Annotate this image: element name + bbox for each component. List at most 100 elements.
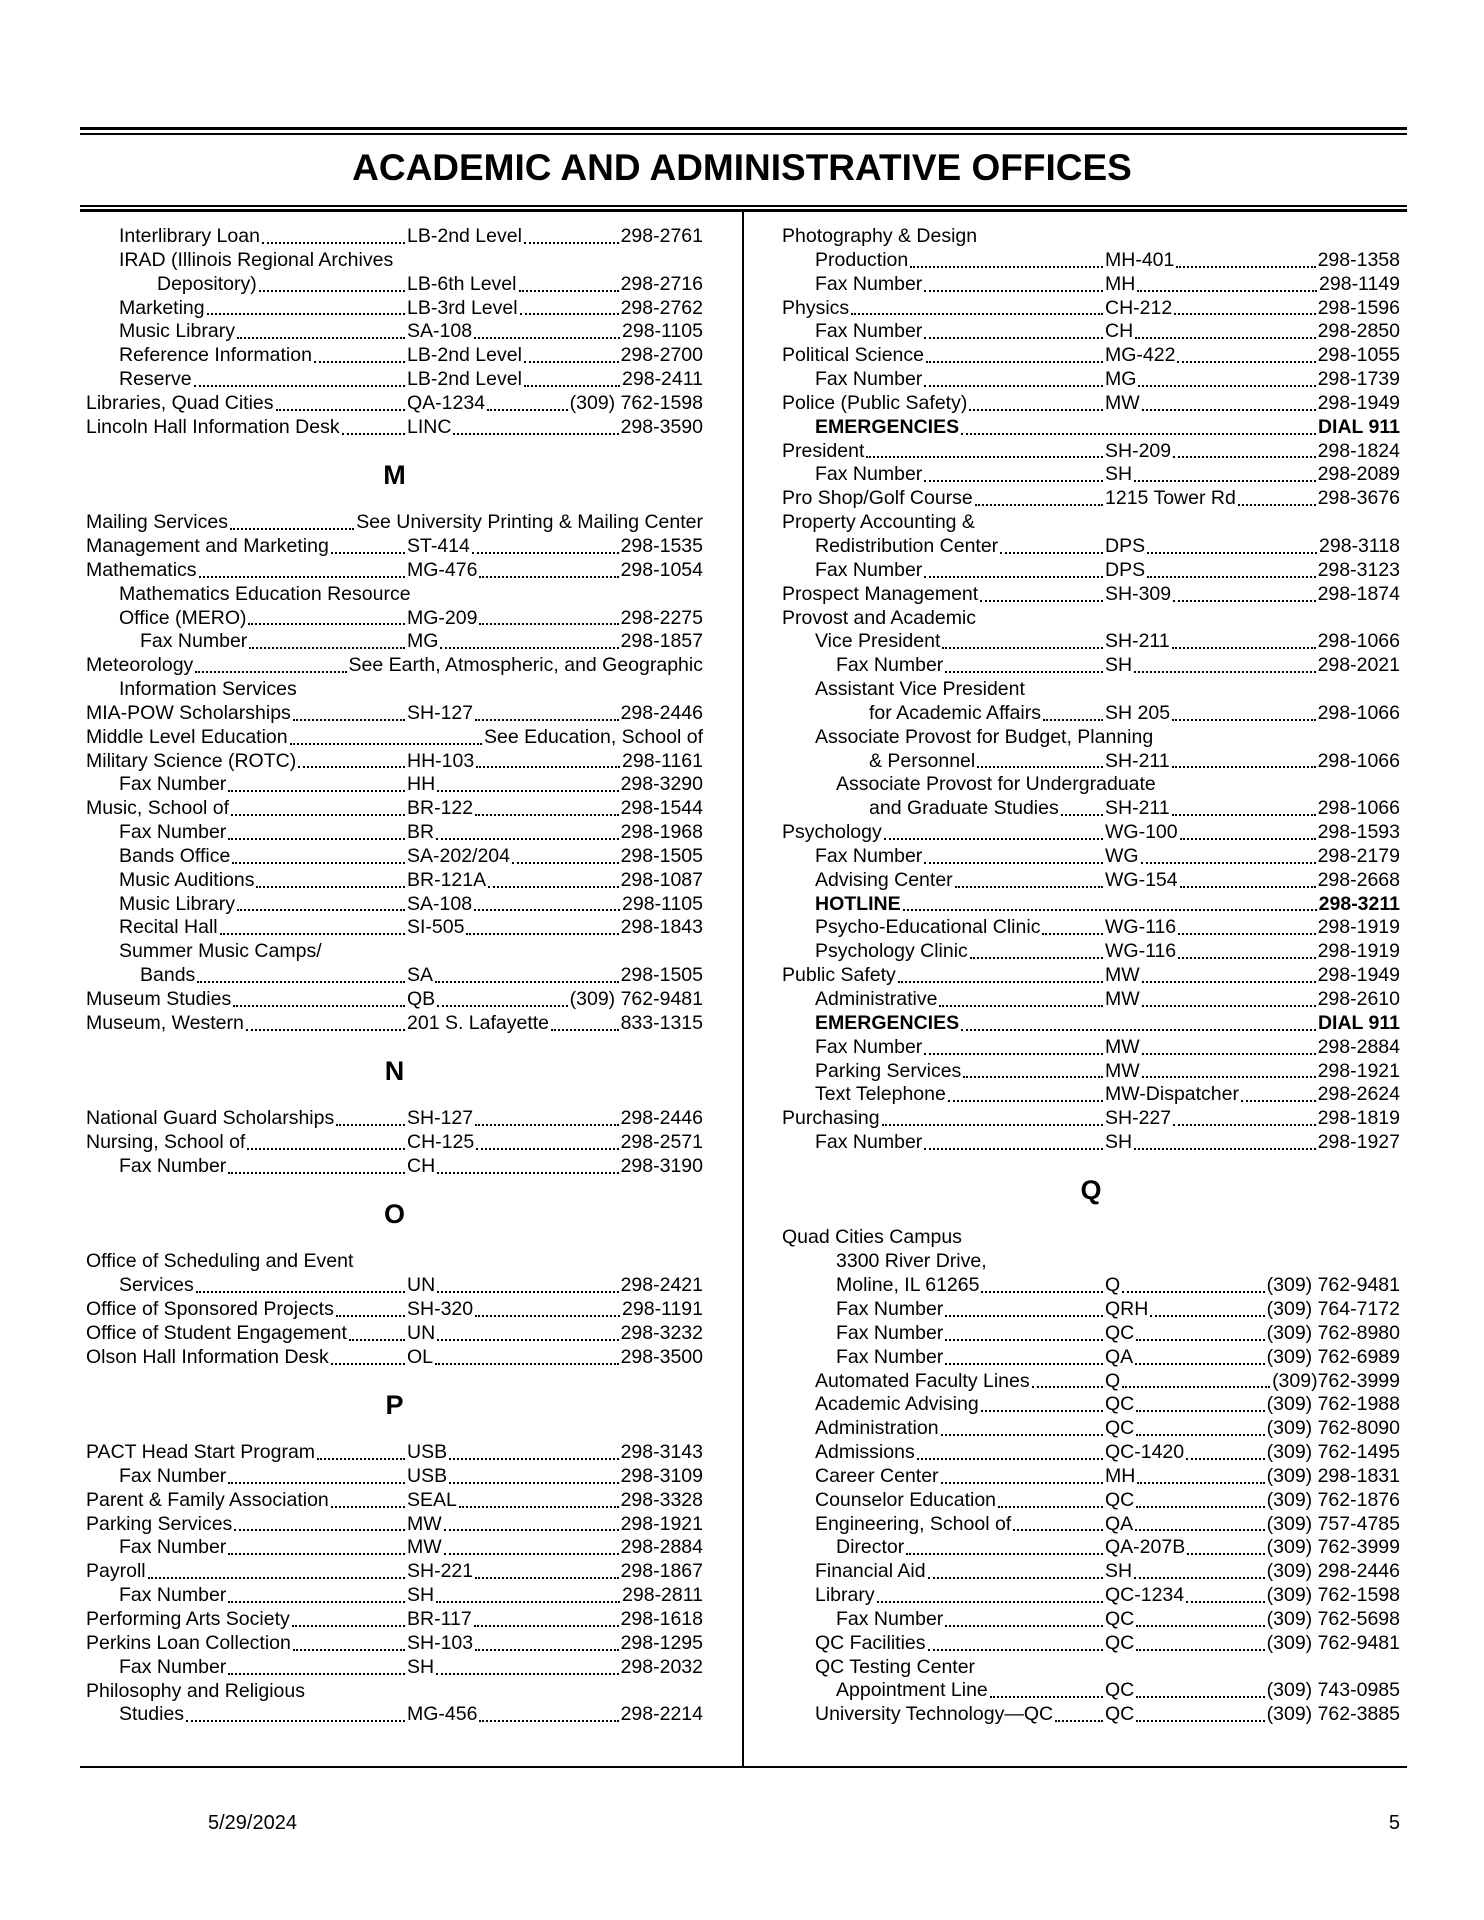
entry-location: SEAL	[407, 1488, 457, 1511]
entry-location: CH	[1105, 320, 1134, 343]
leader	[458, 1505, 619, 1508]
leader	[523, 361, 619, 364]
leader	[1173, 1124, 1316, 1127]
location-cell: SH-211 298-1066	[1105, 750, 1400, 774]
location-cell: QA (309) 762-6989	[1105, 1346, 1400, 1370]
entry-name: Lincoln Hall Information Desk	[86, 415, 340, 438]
entry-row: Perkins Loan Collection SH-103 298-1295	[86, 1632, 703, 1656]
entry-phone: (309) 762-5698	[1266, 1607, 1400, 1630]
name-cell: Prospect Management	[782, 583, 1105, 607]
leader	[198, 575, 405, 578]
leader	[330, 1505, 405, 1508]
entry-location: MW-Dispatcher	[1105, 1083, 1239, 1106]
location-cell: HH-103 298-1161	[407, 750, 703, 774]
entry-row: Fax Number MG 298-1739	[782, 368, 1400, 392]
leader	[248, 623, 405, 626]
name-cell: Vice President	[782, 630, 1105, 654]
entry-location: SH-227	[1105, 1107, 1172, 1130]
see-reference: See University Printing & Mailing Center	[356, 511, 703, 534]
location-cell: HH 298-3290	[407, 773, 703, 797]
location-cell: CH-125 298-2571	[407, 1131, 703, 1155]
entry-location: SA-202/204	[407, 844, 510, 867]
leader	[195, 671, 347, 674]
left-column: Interlibrary Loan LB-2nd Level 298-2761 IRA…	[86, 225, 703, 1727]
leader	[981, 1290, 1103, 1293]
entry-row: Admissions QC-1420 (309) 762-1495	[782, 1441, 1400, 1465]
leader	[940, 1434, 1103, 1437]
leader	[228, 1601, 405, 1603]
entry-phone: 298-1066	[1317, 701, 1400, 724]
leader	[193, 384, 405, 387]
name-cell: University Technology—QC	[782, 1703, 1105, 1727]
location-cell: UN 298-3232	[407, 1322, 703, 1346]
entry-name: Music Auditions	[119, 868, 255, 891]
entry-row: Assistant Vice President	[782, 678, 1400, 702]
entry-phone: 298-1593	[1317, 821, 1400, 844]
entry-row: EMERGENCIES DIAL 911	[782, 416, 1400, 440]
leader	[963, 1076, 1103, 1079]
location-cell: BR-122 298-1544	[407, 797, 703, 821]
entry-name: Library	[815, 1584, 875, 1607]
entry-location: UN	[407, 1274, 436, 1297]
name-cell: Fax Number	[86, 773, 407, 797]
leader	[523, 384, 621, 387]
entry-row: Summer Music Camps/	[86, 940, 703, 964]
entry-row: Fax Number QRH (309) 764-7172	[782, 1298, 1400, 1322]
entry-phone: (309) 743-0985	[1266, 1679, 1400, 1702]
leader	[945, 1314, 1103, 1317]
leader	[289, 742, 482, 745]
leader	[147, 1577, 405, 1580]
leader	[1178, 957, 1316, 960]
name-cell: and Graduate Studies	[782, 797, 1105, 821]
entry-location: MW	[1105, 964, 1140, 987]
entry-phone: 298-1919	[1317, 940, 1400, 963]
entry-name: Psycho-Educational Clinic	[815, 916, 1041, 939]
entry-name: Psychology Clinic	[815, 940, 968, 963]
entry-location: CH-125	[407, 1131, 475, 1154]
entry-name: Counselor Education	[815, 1488, 997, 1511]
entry-name: Fax Number	[119, 1584, 227, 1607]
entry-location: QA-1234	[407, 391, 486, 414]
leader	[927, 1648, 1103, 1651]
name-cell: Bands	[86, 964, 407, 988]
name-cell: Studies	[86, 1703, 407, 1727]
leader	[475, 814, 619, 817]
leader	[317, 1457, 405, 1460]
name-cell: & Personnel	[782, 750, 1105, 774]
leader	[883, 837, 1103, 840]
entry-row: Mathematics MG-476 298-1054	[86, 559, 703, 583]
entry-name: Parent & Family Association	[86, 1488, 329, 1511]
leader	[1134, 480, 1316, 483]
entry-row: QC Facilities QC (309) 762-9481	[782, 1632, 1400, 1656]
entry-location: SH 205	[1105, 701, 1171, 724]
entry-row: Physics CH-212 298-1596	[782, 297, 1400, 321]
location-cell: USB 298-3109	[407, 1465, 703, 1489]
entry-phone: 298-3211	[1318, 892, 1400, 915]
name-cell: Olson Hall Information Desk	[86, 1346, 407, 1370]
leader	[1178, 933, 1316, 936]
entry-phone: (309) 762-9481	[1266, 1274, 1400, 1297]
location-cell: CH 298-2850	[1105, 320, 1400, 344]
entry-name: Automated Faculty Lines	[815, 1369, 1030, 1392]
name-cell: Music Library	[86, 893, 407, 917]
entry-name: Performing Arts Society	[86, 1608, 290, 1630]
entry-name: MIA-POW Scholarships	[86, 701, 291, 724]
entry-location: WG-154	[1105, 868, 1178, 891]
leader	[292, 718, 405, 721]
entry-location: MW	[1105, 1059, 1140, 1082]
leader	[487, 408, 568, 411]
location-cell: MH 298-1149	[1105, 273, 1400, 297]
entry-row: Career Center MH (309) 298-1831	[782, 1465, 1400, 1489]
entry-name: Fax Number	[836, 1607, 944, 1630]
entry-row: Academic Advising QC (309) 762-1988	[782, 1393, 1400, 1417]
entry-row: Recital Hall SI-505 298-1843	[86, 916, 703, 940]
entry-location: CH	[407, 1154, 436, 1177]
location-cell: MW 298-2884	[1105, 1036, 1400, 1060]
entry-location: MG	[1105, 368, 1137, 391]
leader	[474, 909, 621, 912]
location-cell: SH 298-2032	[407, 1656, 703, 1680]
entry-phone: (309) 762-1988	[1266, 1393, 1400, 1416]
entry-row: Information Services	[86, 678, 703, 702]
leader	[261, 241, 405, 244]
entry-phone: 298-2571	[620, 1131, 703, 1154]
